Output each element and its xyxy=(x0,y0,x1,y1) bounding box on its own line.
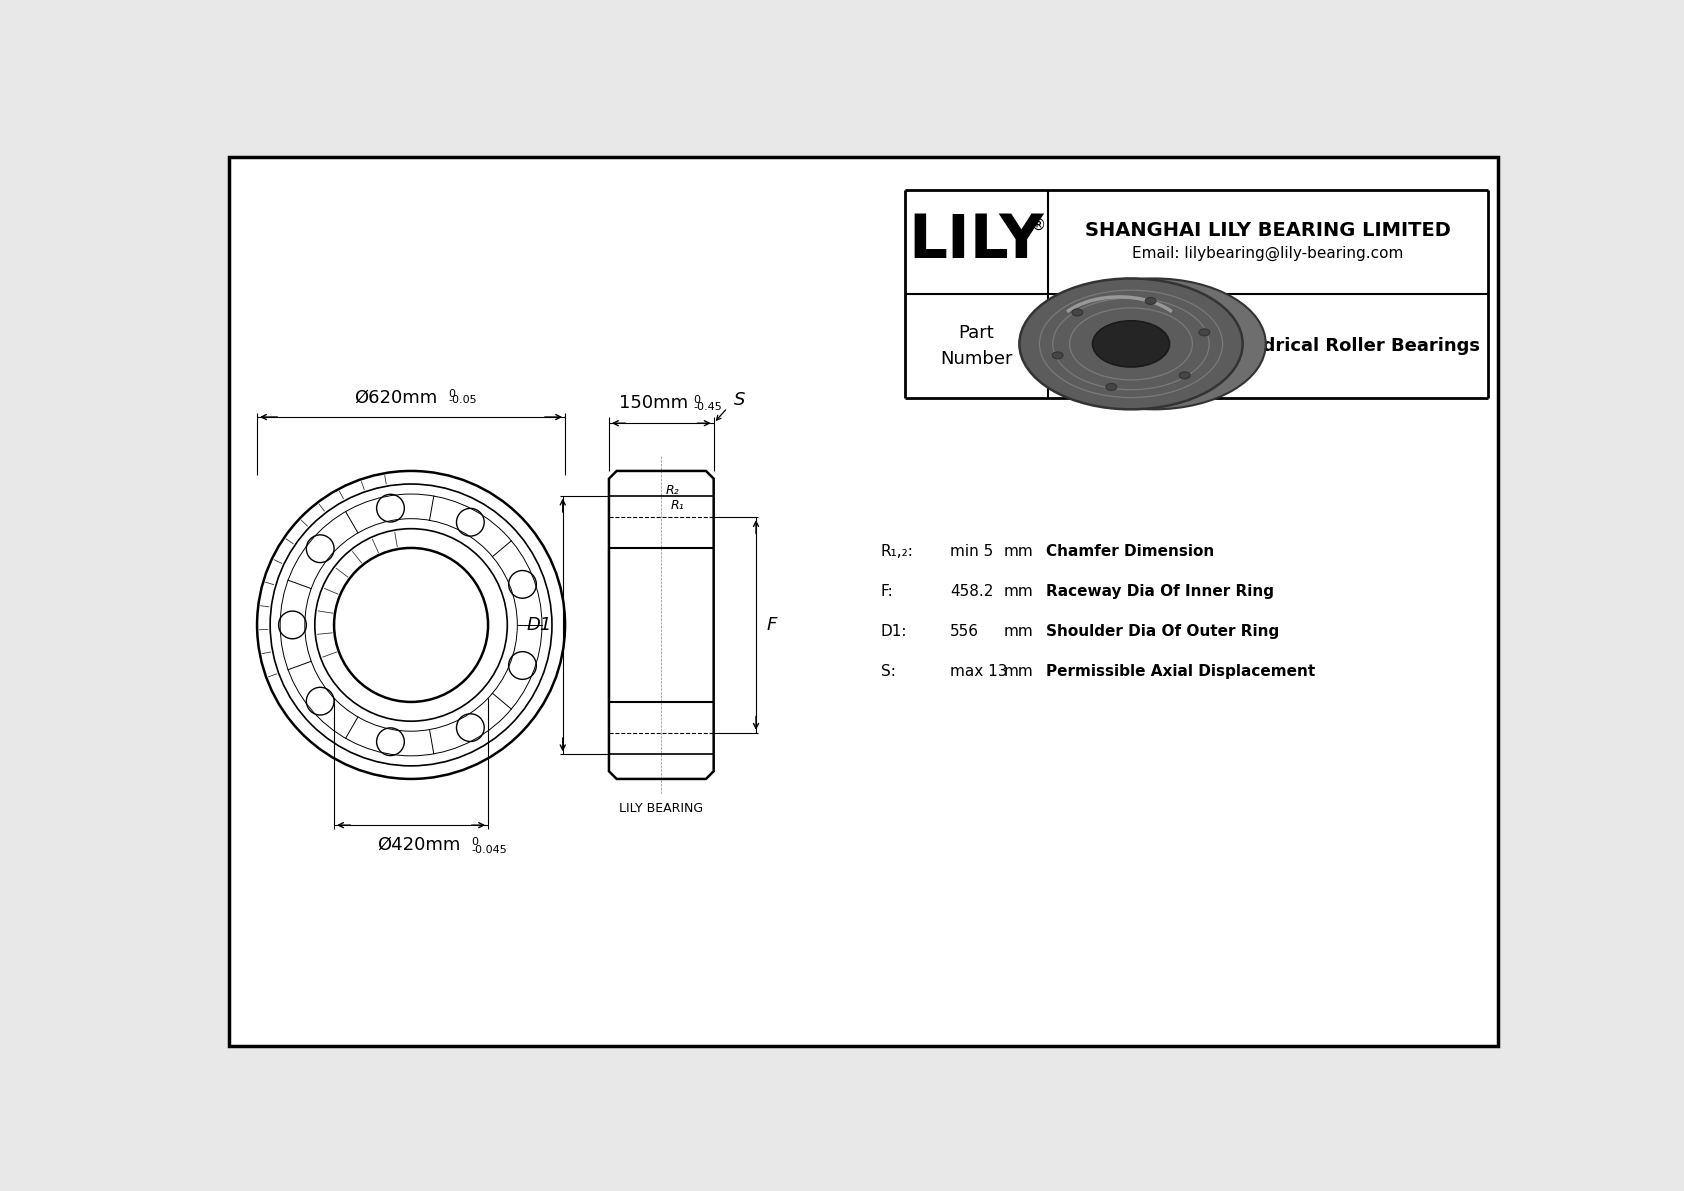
Text: R₁: R₁ xyxy=(670,499,684,512)
Text: -0.045: -0.045 xyxy=(472,846,507,855)
Ellipse shape xyxy=(1145,298,1155,305)
Text: 150mm: 150mm xyxy=(620,394,689,412)
Text: S: S xyxy=(734,391,744,409)
Text: Shoulder Dia Of Outer Ring: Shoulder Dia Of Outer Ring xyxy=(1046,624,1280,640)
FancyBboxPatch shape xyxy=(229,157,1497,1046)
Text: S:: S: xyxy=(881,665,896,679)
Text: mm: mm xyxy=(1004,544,1034,560)
Text: R₂: R₂ xyxy=(665,484,679,497)
Text: ®: ® xyxy=(1031,218,1046,232)
Text: 0: 0 xyxy=(472,837,478,848)
Text: Ø420mm: Ø420mm xyxy=(377,836,460,854)
Ellipse shape xyxy=(1073,308,1083,316)
Ellipse shape xyxy=(1199,329,1209,336)
Text: F:: F: xyxy=(881,585,894,599)
Ellipse shape xyxy=(1179,372,1191,379)
Text: mm: mm xyxy=(1004,585,1034,599)
Text: Ø620mm: Ø620mm xyxy=(354,388,438,406)
Text: mm: mm xyxy=(1004,624,1034,640)
Text: NU 3084 ECMA Cylindrical Roller Bearings: NU 3084 ECMA Cylindrical Roller Bearings xyxy=(1056,337,1480,355)
Text: 0: 0 xyxy=(694,394,701,405)
Text: -0.05: -0.05 xyxy=(448,395,477,405)
Text: F: F xyxy=(766,616,778,634)
Text: -0.45: -0.45 xyxy=(694,401,722,412)
Ellipse shape xyxy=(1052,353,1063,358)
Ellipse shape xyxy=(1106,384,1116,391)
Text: Raceway Dia Of Inner Ring: Raceway Dia Of Inner Ring xyxy=(1046,585,1275,599)
Text: Part
Number: Part Number xyxy=(940,324,1012,368)
Text: SHANGHAI LILY BEARING LIMITED: SHANGHAI LILY BEARING LIMITED xyxy=(1084,220,1452,239)
Text: Permissible Axial Displacement: Permissible Axial Displacement xyxy=(1046,665,1315,679)
Ellipse shape xyxy=(1115,320,1192,367)
Ellipse shape xyxy=(1019,279,1243,410)
Text: max 13: max 13 xyxy=(950,665,1007,679)
Text: D1: D1 xyxy=(527,616,552,634)
Text: min 5: min 5 xyxy=(950,544,994,560)
Ellipse shape xyxy=(1093,320,1169,367)
Text: LILY BEARING: LILY BEARING xyxy=(620,802,704,815)
Text: LILY: LILY xyxy=(909,212,1044,272)
Text: Chamfer Dimension: Chamfer Dimension xyxy=(1046,544,1214,560)
Text: 0: 0 xyxy=(448,388,455,399)
Text: 556: 556 xyxy=(950,624,978,640)
Text: mm: mm xyxy=(1004,665,1034,679)
Text: Email: lilybearing@lily-bearing.com: Email: lilybearing@lily-bearing.com xyxy=(1132,245,1404,261)
Text: 458.2: 458.2 xyxy=(950,585,994,599)
Text: D1:: D1: xyxy=(881,624,908,640)
Ellipse shape xyxy=(1042,279,1266,410)
Text: R₁,₂:: R₁,₂: xyxy=(881,544,914,560)
